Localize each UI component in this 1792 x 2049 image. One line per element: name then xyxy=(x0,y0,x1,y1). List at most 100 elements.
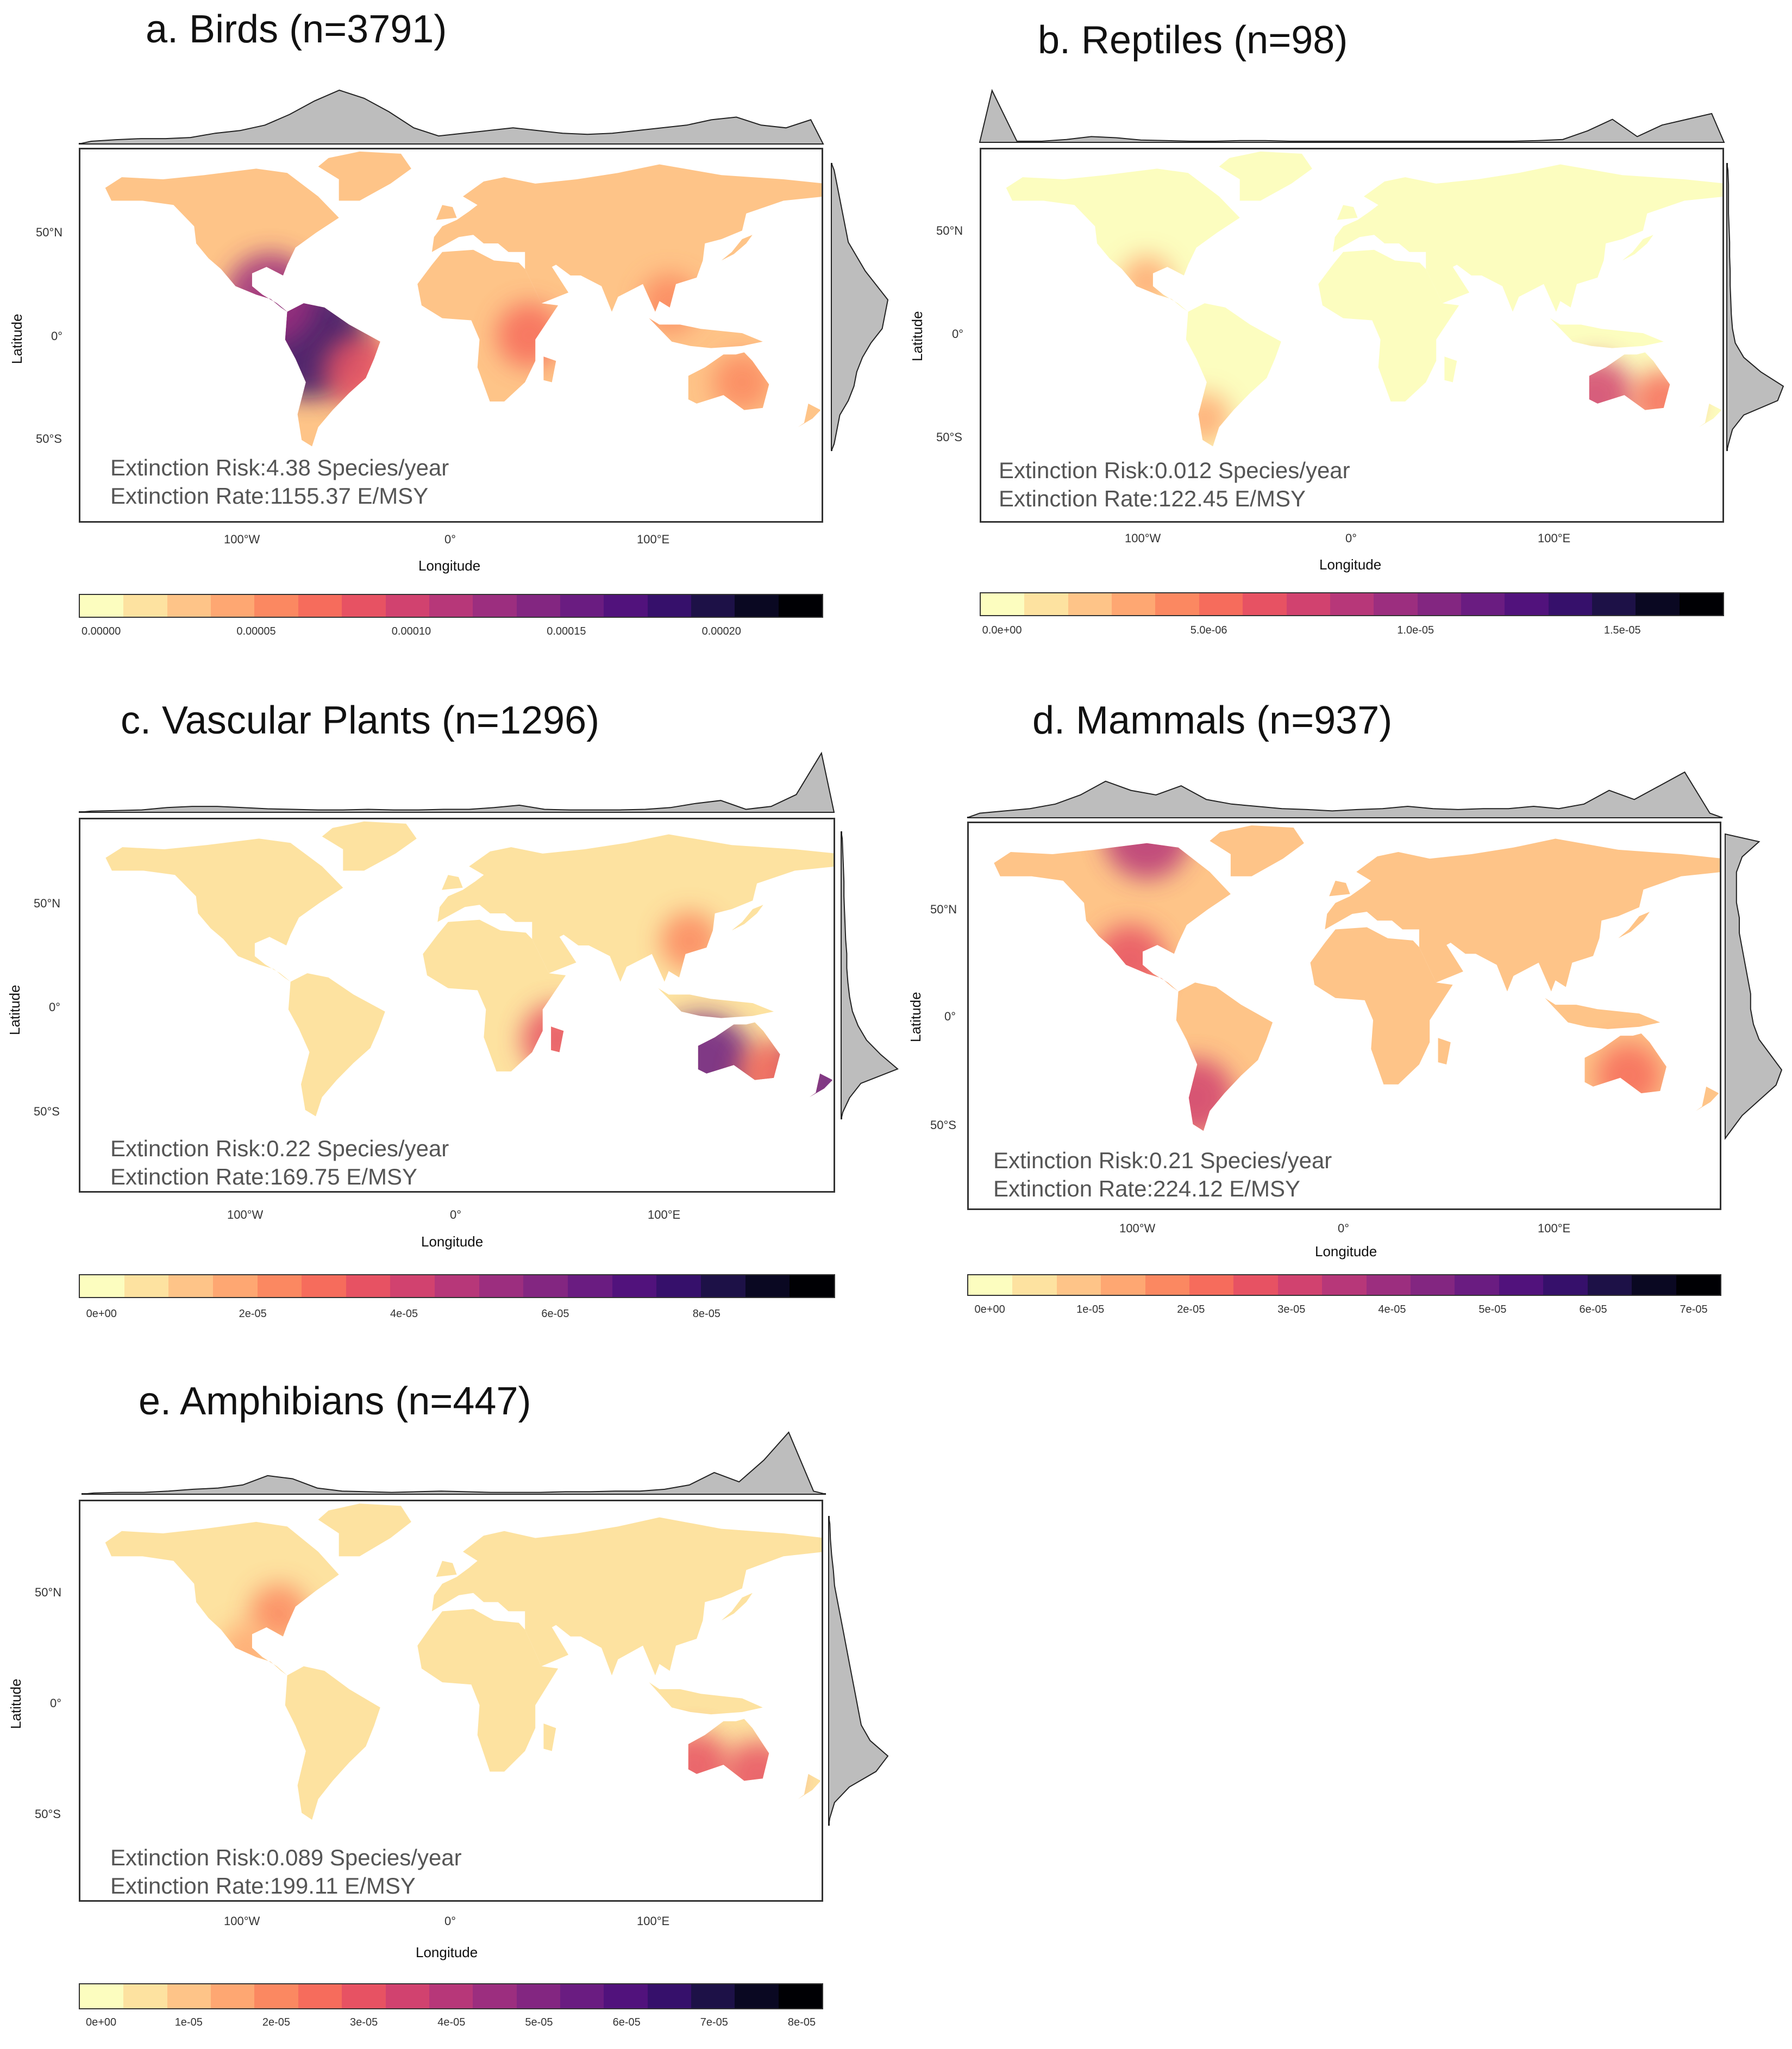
extinction-rate-label: Extinction Rate:169.75 E/MSY xyxy=(110,1164,417,1189)
world-risk-map xyxy=(1006,151,1722,447)
colorbar-tick-label: 7e-05 xyxy=(1680,1304,1708,1315)
colorbar-labels: 0e+00 1e-05 2e-05 3e-05 4e-05 5e-05 6e-05 7e-05 xyxy=(967,1304,1721,1320)
latitude-density-histogram xyxy=(828,1515,889,1826)
colorbar-labels: 0e+00 1e-05 2e-05 3e-05 4e-05 5e-05 6e-05 7e-05… xyxy=(79,2017,823,2033)
x-tick-label: 100°W xyxy=(1119,1221,1156,1235)
colorbar-swatch xyxy=(167,595,211,617)
colorbar-tick-label: 3e-05 xyxy=(1277,1304,1306,1315)
map-frame: Extinction Risk:0.089 Species/year Extin… xyxy=(79,1500,823,1902)
world-risk-map xyxy=(105,821,834,1117)
land-new-zealand xyxy=(1699,403,1722,428)
colorbar-swatch xyxy=(523,1275,568,1297)
hotspot-se-australia xyxy=(737,1041,803,1106)
x-axis-title: Longitude xyxy=(421,1233,484,1250)
hotspot-atlantic-forest xyxy=(323,335,396,408)
land-british-isles xyxy=(436,205,457,220)
land-greenland xyxy=(322,821,417,871)
colorbar-tick-label: 3e-05 xyxy=(350,2016,378,2028)
hotspot-madagascar xyxy=(521,1003,593,1075)
land-greenland xyxy=(1219,151,1312,201)
colorbar-labels: 0.0e+00 5.0e-06 1.0e-05 1.5e-05 xyxy=(980,625,1724,641)
x-tick-label: 0° xyxy=(1338,1221,1350,1235)
hotspot-southeast-asia xyxy=(640,274,699,333)
colorbar-swatch xyxy=(254,595,298,617)
colorbar-tick-label: 5.0e-06 xyxy=(1190,624,1227,636)
y-tick-label: 50°S xyxy=(36,432,62,446)
colorbar-tick-label: 1.0e-05 xyxy=(1397,624,1434,636)
land-indonesia xyxy=(649,318,763,348)
hotspot-mexico xyxy=(220,1624,272,1677)
density-curve xyxy=(1726,162,1784,452)
extinction-rate-label: Extinction Rate:224.12 E/MSY xyxy=(993,1176,1300,1201)
colorbar-swatch xyxy=(1155,593,1199,615)
colorbar-swatch xyxy=(516,595,560,617)
colorbar-tick-label: 0.00015 xyxy=(547,625,586,637)
y-tick-label: 0° xyxy=(49,1000,61,1014)
colorbar-swatch xyxy=(212,1275,258,1297)
colorbar-tick-label: 0e+00 xyxy=(86,2016,117,2028)
land-british-isles xyxy=(1329,880,1350,897)
colorbar-swatch xyxy=(1455,1275,1499,1295)
land-british-isles xyxy=(436,1561,457,1577)
longitude-density-histogram xyxy=(78,89,824,145)
density-curve xyxy=(828,1515,889,1826)
colorbar xyxy=(967,1274,1721,1296)
extinction-rate-label: Extinction Rate:122.45 E/MSY xyxy=(999,486,1306,511)
colorbar-tick-label: 6e-05 xyxy=(612,2016,641,2028)
colorbar-swatch xyxy=(691,595,735,617)
colorbar-swatch xyxy=(298,1984,342,2008)
colorbar-tick-label: 8e-05 xyxy=(787,2016,816,2028)
extinction-rate-label: Extinction Rate:199.11 E/MSY xyxy=(110,1873,416,1898)
x-tick-label: 100°E xyxy=(1538,1221,1571,1235)
longitude-density-histogram xyxy=(967,771,1723,818)
y-tick-label: 50°N xyxy=(936,224,963,237)
x-tick-label: 0° xyxy=(1345,531,1357,545)
x-tick-label: 0° xyxy=(444,532,456,546)
colorbar-tick-label: 0.00020 xyxy=(701,625,741,637)
x-tick-label: 100°E xyxy=(637,532,670,546)
colorbar-swatch xyxy=(1366,1275,1411,1295)
colorbar-tick-label: 0.00010 xyxy=(391,625,431,637)
hotspot-mexico xyxy=(1094,924,1166,997)
colorbar-swatch xyxy=(560,1984,604,2008)
y-axis-title: Latitude xyxy=(9,314,25,364)
land-british-isles xyxy=(442,875,463,890)
land-british-isles xyxy=(1337,205,1358,220)
hotspot-australia xyxy=(1596,1043,1662,1108)
y-tick-label: 0° xyxy=(944,1010,956,1023)
colorbar-swatch xyxy=(1548,593,1593,615)
colorbar-tick-label: 0e+00 xyxy=(86,1308,117,1320)
land-eurasia xyxy=(431,164,822,312)
colorbar-swatch xyxy=(80,1984,124,2008)
colorbar-swatch xyxy=(1199,593,1243,615)
colorbar-tick-label: 0.00000 xyxy=(81,625,121,637)
panel-title: b. Reptiles (n=98) xyxy=(1038,18,1348,62)
extinction-risk-label: Extinction Risk:0.22 Species/year xyxy=(110,1136,449,1161)
colorbar-swatch xyxy=(1145,1275,1190,1295)
colorbar-swatch xyxy=(168,1275,213,1297)
extinction-risk-label: Extinction Risk:0.089 Species/year xyxy=(110,1845,462,1870)
colorbar-swatch xyxy=(568,1275,612,1297)
colorbar-swatch xyxy=(1233,1275,1278,1295)
colorbar-swatch xyxy=(1543,1275,1588,1295)
colorbar-swatch xyxy=(1632,1275,1676,1295)
y-tick-label: 50°N xyxy=(36,225,63,239)
colorbar-swatch xyxy=(167,1984,211,2008)
hotspot-central-america xyxy=(225,253,317,345)
colorbar-tick-label: 2e-05 xyxy=(1177,1304,1205,1315)
land-north-america xyxy=(105,1521,339,1676)
land-new-zealand xyxy=(1695,1086,1719,1111)
colorbar-swatch xyxy=(1411,1275,1455,1295)
colorbar-swatch xyxy=(1277,1275,1323,1295)
colorbar-swatch xyxy=(385,595,429,617)
colorbar-labels: 0e+00 2e-05 4e-05 6e-05 8e-05 xyxy=(79,1308,835,1325)
density-curve xyxy=(979,89,1725,143)
longitude-density-histogram xyxy=(979,89,1725,143)
land-indonesia xyxy=(1545,998,1661,1029)
land-greenland xyxy=(318,151,411,201)
extinction-risk-label: Extinction Risk:0.21 Species/year xyxy=(993,1148,1332,1173)
colorbar-swatch xyxy=(981,593,1025,615)
land-madagascar xyxy=(543,356,556,383)
longitude-density-histogram xyxy=(78,751,835,813)
colorbar-swatch xyxy=(790,1275,834,1297)
